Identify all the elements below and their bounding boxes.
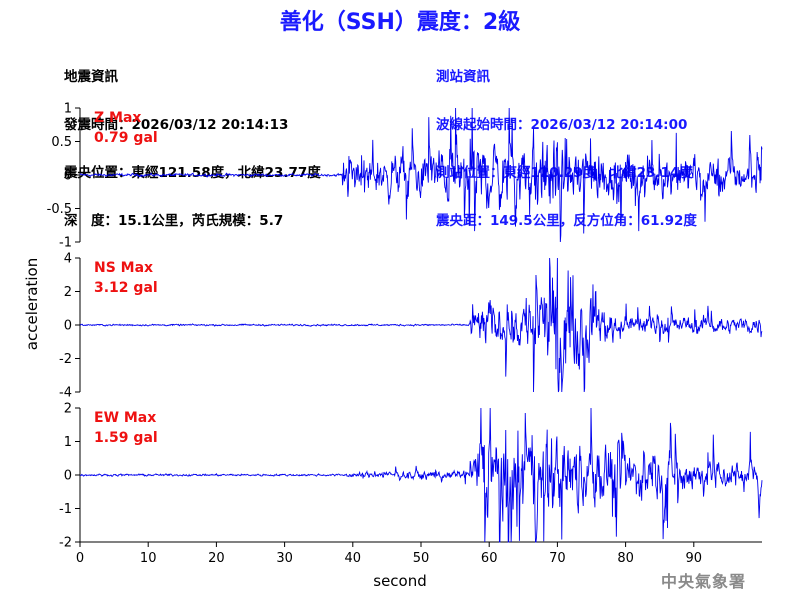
x-tick-label: 80: [617, 551, 634, 566]
max-value-z: 0.79 gal: [94, 130, 158, 146]
max-label-ew: EW Max: [94, 410, 156, 426]
y-tick-label: -4: [59, 386, 72, 401]
y-axis-label: acceleration: [23, 258, 41, 350]
y-tick-label: 1: [64, 102, 72, 117]
quake-time: 發震時間：2026/03/12 20:14:13: [64, 117, 289, 133]
x-tick-label: 90: [686, 551, 703, 566]
max-label-z: Z Max: [94, 110, 141, 126]
y-tick-label: 2: [64, 402, 72, 417]
y-tick-label: 0: [64, 319, 72, 334]
x-tick-label: 70: [549, 551, 566, 566]
x-tick-label: 60: [481, 551, 498, 566]
wave-start-time: 波線起始時間：2026/03/12 20:14:00: [436, 117, 688, 133]
y-tick-label: 2: [64, 285, 72, 300]
seismic-trace-z: [79, 107, 763, 243]
quake-info-heading: 地震資訊: [64, 69, 118, 85]
y-tick-label: -2: [59, 352, 72, 367]
page-title: 善化（SSH）震度：2級: [279, 10, 521, 35]
seismic-trace-ew: [79, 407, 763, 543]
y-tick-label: 1: [64, 435, 72, 450]
y-tick-label: 4: [64, 252, 72, 267]
quake-info-block: 地震資訊 發震時間：2026/03/12 20:14:13 震央位置：東經121…: [64, 37, 321, 245]
seismic-trace-ns: [79, 257, 763, 393]
x-tick-label: 20: [208, 551, 225, 566]
y-tick-label: 0: [64, 469, 72, 484]
max-value-ew: 1.59 gal: [94, 430, 158, 446]
quake-depth-magnitude: 深 度：15.1公里，芮氏規模：5.7: [64, 213, 284, 229]
x-tick-label: 50: [413, 551, 430, 566]
quake-location: 震央位置：東經121.58度，北緯23.77度: [64, 165, 321, 181]
max-label-ns: NS Max: [94, 260, 153, 276]
y-tick-label: -2: [59, 536, 72, 551]
x-tick-label: 40: [345, 551, 362, 566]
epicentral-distance: 震央距：149.5公里，反方位角：61.92度: [436, 213, 697, 229]
y-tick-label: 0.5: [51, 135, 72, 150]
y-tick-label: -1: [59, 236, 72, 251]
x-tick-label: 30: [276, 551, 293, 566]
y-tick-label: -1: [59, 502, 72, 517]
x-axis-label: second: [373, 572, 427, 590]
station-info-heading: 測站資訊: [436, 69, 490, 85]
x-tick-label: 0: [76, 551, 84, 566]
max-value-ns: 3.12 gal: [94, 280, 158, 296]
y-tick-label: 0: [64, 169, 72, 184]
y-tick-label: -0.5: [47, 202, 72, 217]
agency-watermark: 中央氣象署: [660, 572, 746, 591]
x-tick-label: 10: [140, 551, 157, 566]
